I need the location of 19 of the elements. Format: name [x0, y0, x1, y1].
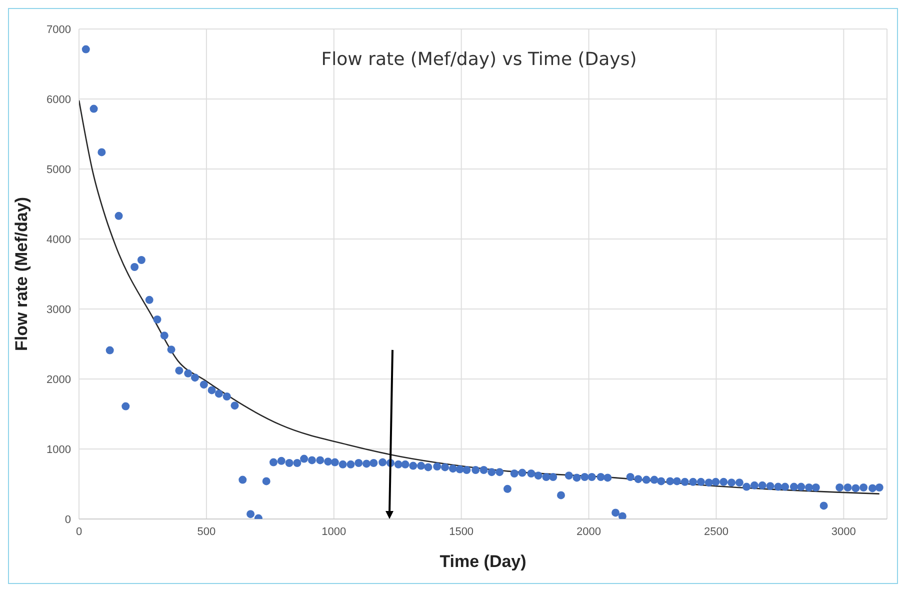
- y-tick-label: 0: [64, 514, 71, 526]
- x-tick-label: 1000: [322, 526, 346, 538]
- text: Flow rate (Mef/day) vs Time (Days): [320, 49, 638, 70]
- y-tick-label: 5000: [46, 164, 71, 176]
- line-series: [79, 100, 880, 494]
- y-tick-label: 1000: [46, 444, 71, 456]
- x-tick-label: 2000: [576, 526, 602, 538]
- x-tick-label: 0: [76, 526, 82, 538]
- y-tick-label: 6000: [46, 94, 71, 106]
- x-axis-title: Time (Day): [440, 552, 526, 571]
- y-axis-title: Flow rate (Mef/day): [12, 197, 32, 351]
- x-tick-label: 1500: [449, 526, 474, 538]
- x-tick-label: 500: [197, 526, 216, 538]
- y-tick-label: 3000: [46, 304, 71, 316]
- y-tick-label: 2000: [46, 374, 71, 386]
- x-tick-label: 3000: [831, 526, 856, 538]
- y-tick-label: 4000: [46, 234, 71, 246]
- x-tick-label: 2500: [704, 526, 728, 538]
- y-tick-label: 7000: [46, 24, 71, 36]
